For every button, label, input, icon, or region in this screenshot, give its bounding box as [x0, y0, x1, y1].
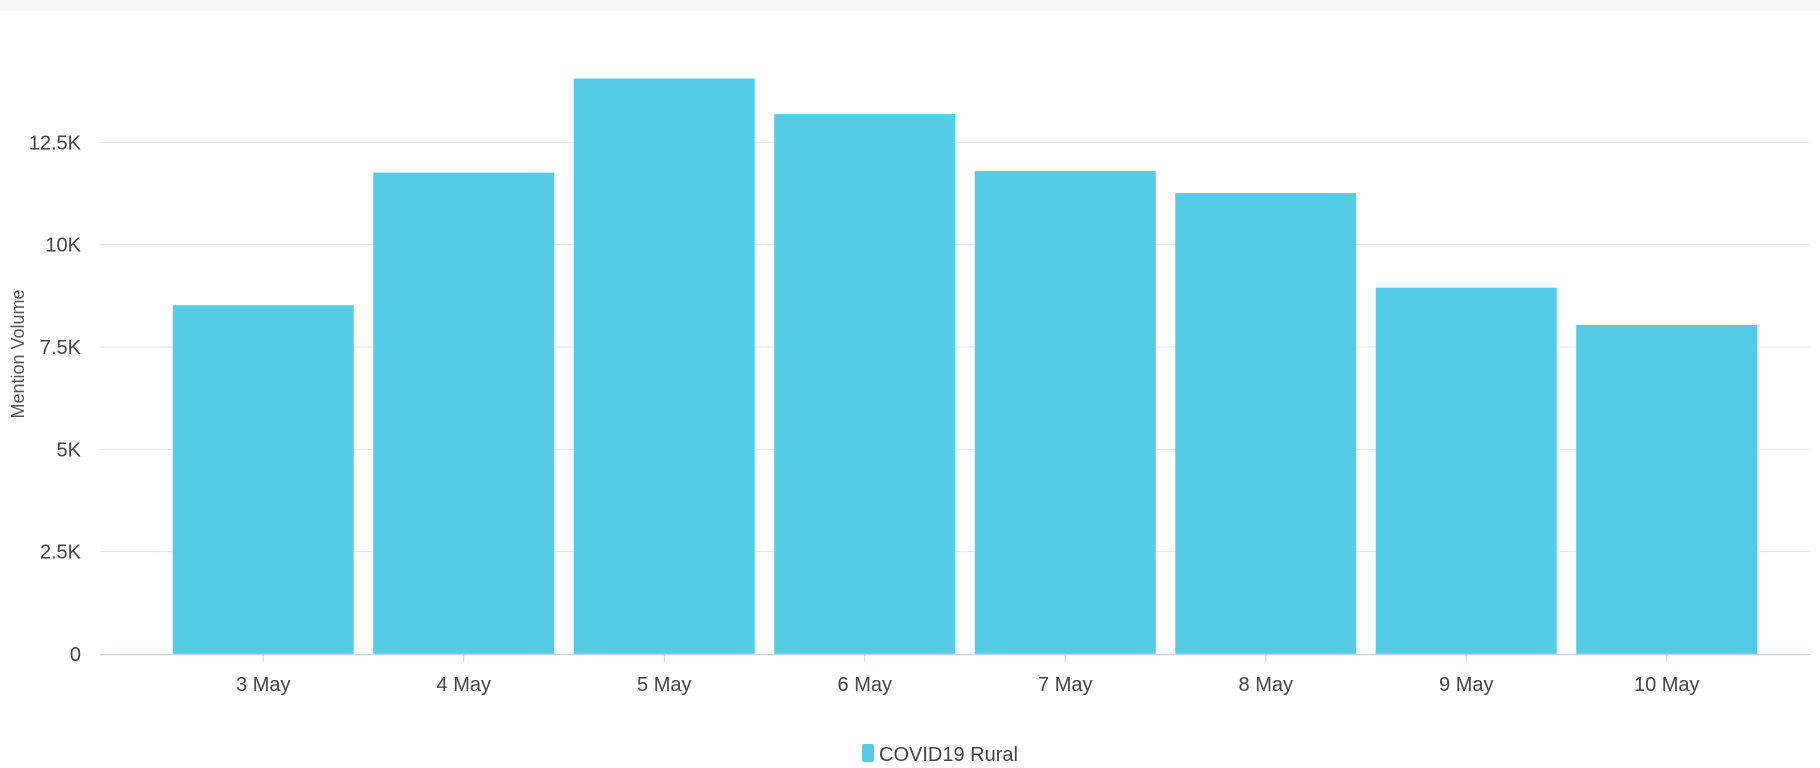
x-tick-label: 6 May [838, 674, 892, 696]
bar[interactable] [573, 78, 755, 654]
x-tick-label: 9 May [1439, 674, 1493, 696]
bars-layer [172, 78, 1758, 654]
y-tick-label: 7.5K [40, 337, 82, 359]
legend-label[interactable]: COVID19 Rural [879, 744, 1018, 766]
bar[interactable] [1576, 324, 1758, 654]
bar[interactable] [974, 170, 1156, 654]
x-tick-label: 7 May [1038, 674, 1092, 696]
x-tick-label: 3 May [236, 674, 290, 696]
y-tick-label: 2.5K [40, 542, 82, 564]
y-axis-title: Mention Volume [8, 289, 28, 418]
top-strip [0, 0, 1820, 11]
y-tick-label: 12.5K [29, 132, 82, 154]
x-tick-label: 8 May [1239, 674, 1293, 696]
x-tick-label: 5 May [637, 674, 691, 696]
bar[interactable] [774, 114, 956, 654]
legend[interactable]: COVID19 Rural [862, 744, 1018, 766]
y-tick-label: 0 [70, 644, 81, 666]
bar[interactable] [373, 172, 555, 654]
axis-layer: 0 2.5K 5K 7.5K 10K 12.5K 3 May 4 May 5 May 6 May 7… [29, 132, 1810, 696]
bar[interactable] [1175, 193, 1357, 654]
legend-swatch[interactable] [862, 744, 874, 762]
x-tick-label: 10 May [1634, 674, 1700, 696]
y-tick-label: 5K [57, 439, 82, 461]
x-tick-label: 4 May [437, 674, 491, 696]
y-tick-label: 10K [45, 235, 81, 257]
bar[interactable] [1375, 287, 1557, 654]
bar[interactable] [172, 305, 354, 654]
